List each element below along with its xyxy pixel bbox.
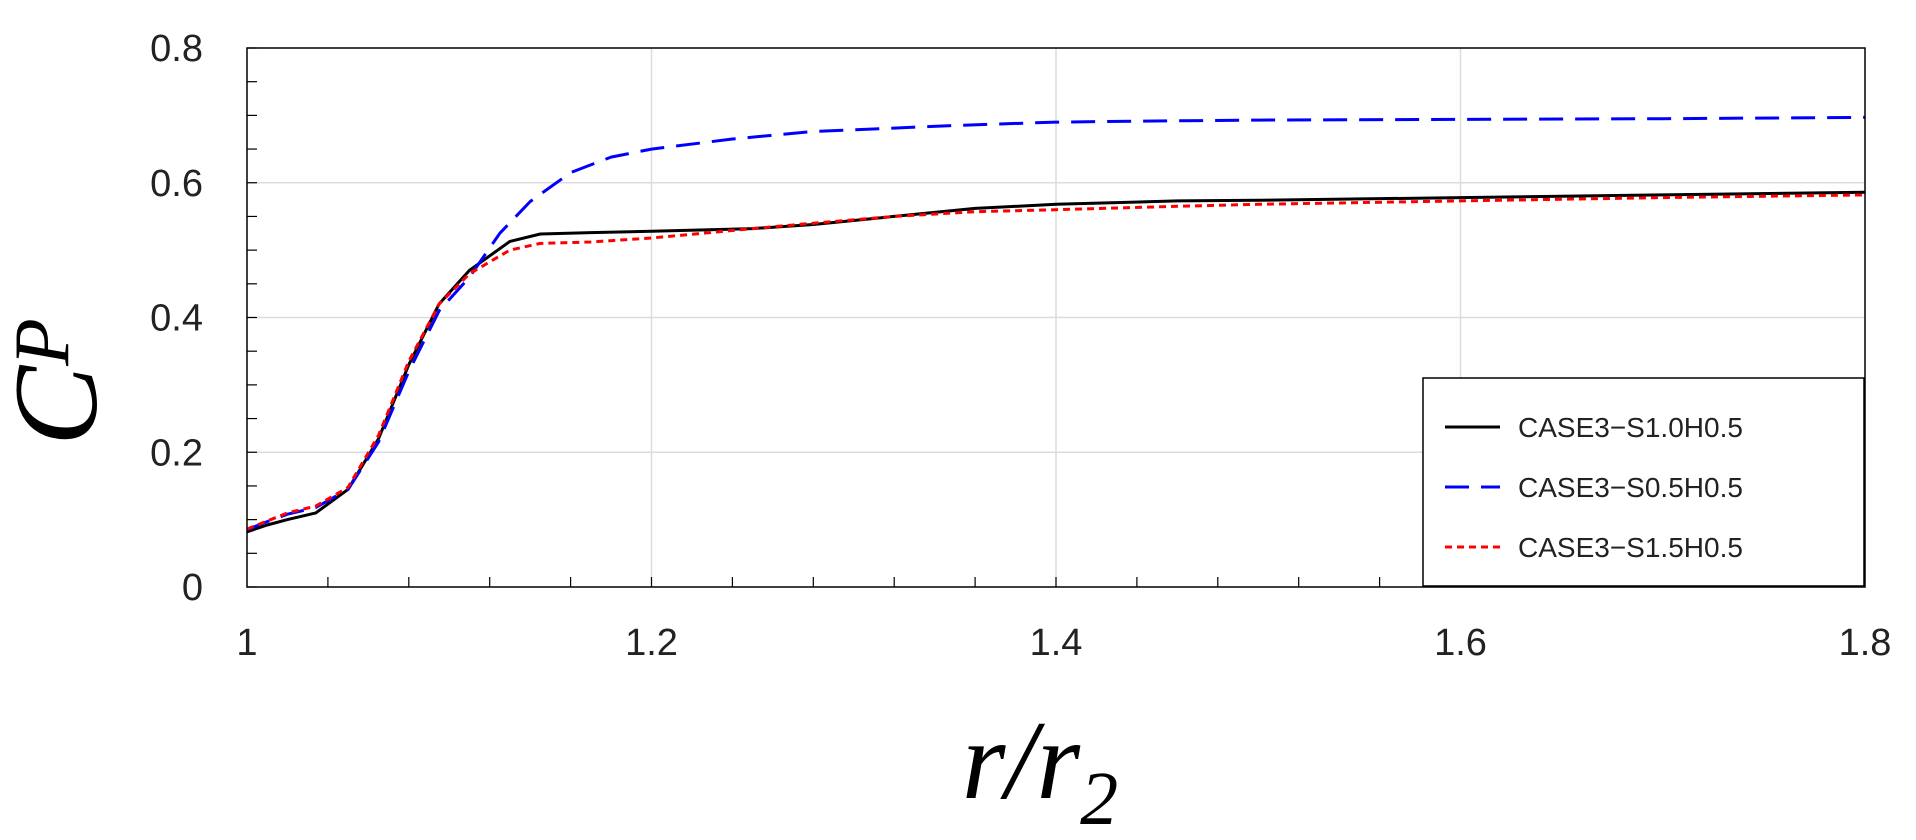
legend: CASE3−S1.0H0.5 CASE3−S0.5H0.5 CASE3−S1.5H0… [1422, 377, 1865, 587]
y-axis-title: CP [0, 318, 122, 446]
x-tick-label: 1 [236, 622, 257, 664]
x-axis-title: r/r2 [962, 699, 1118, 840]
y-tick-label: 0.8 [150, 28, 203, 70]
x-axis-title-sub: 2 [1080, 757, 1118, 840]
x-axis-title-main: r/r [962, 699, 1081, 823]
series-line-3 [246, 193, 1866, 531]
x-tick-label: 1.4 [1030, 622, 1083, 664]
y-tick-label: 0.6 [150, 163, 203, 205]
y-tick-label: 0.2 [150, 432, 203, 474]
x-tick-label: 1.8 [1839, 622, 1892, 664]
y-axis-title-main: C [0, 364, 122, 446]
legend-label-2: CASE3−S0.5H0.5 [1518, 472, 1743, 503]
legend-label-1: CASE3−S1.0H0.5 [1518, 412, 1743, 443]
legend-box [1422, 377, 1865, 587]
series-lines [246, 115, 1866, 534]
tick-labels: 1 1.2 1.4 1.6 1.8 0 0.2 0.4 0.6 0.8 [150, 28, 1891, 664]
x-tick-label: 1.2 [625, 622, 678, 664]
y-axis-title-sub: P [0, 318, 85, 367]
series-line-1 [246, 190, 1866, 534]
y-tick-label: 0.4 [150, 298, 203, 340]
legend-label-3: CASE3−S1.5H0.5 [1518, 532, 1743, 563]
x-tick-label: 1.6 [1434, 622, 1487, 664]
y-tick-label: 0 [182, 567, 203, 609]
